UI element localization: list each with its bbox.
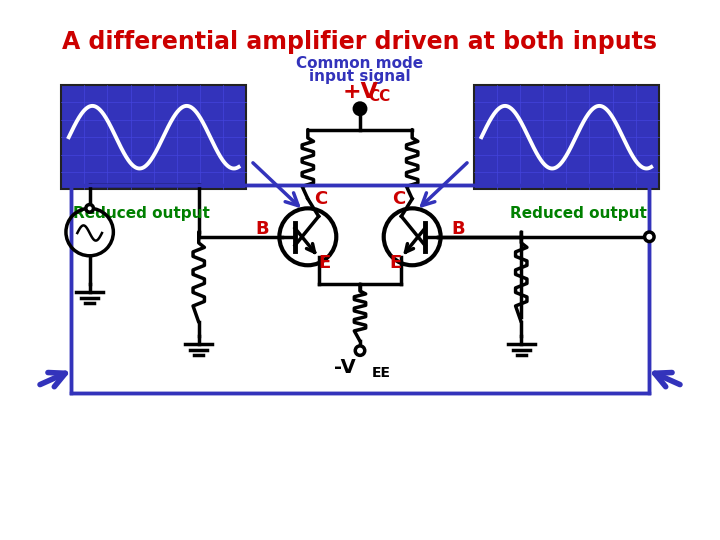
Circle shape [355,346,365,355]
Text: B: B [451,220,464,238]
Text: A differential amplifier driven at both inputs: A differential amplifier driven at both … [63,30,657,55]
Text: EE: EE [372,367,390,380]
Text: Reduced output: Reduced output [510,206,647,220]
Text: C: C [392,190,405,207]
Text: CC: CC [369,89,391,104]
Circle shape [644,232,654,241]
Text: Common mode: Common mode [297,56,423,71]
Circle shape [354,103,366,114]
Text: +V: +V [343,82,379,102]
Text: Reduced output: Reduced output [73,206,210,220]
Text: E: E [389,254,401,272]
Text: input signal: input signal [309,69,411,84]
Bar [474,85,659,190]
Bar [61,85,246,190]
Text: E: E [319,254,331,272]
Text: B: B [256,220,269,238]
Text: C: C [315,190,328,207]
Bar [71,185,649,393]
Circle shape [86,205,94,212]
Text: -V: -V [335,358,356,377]
